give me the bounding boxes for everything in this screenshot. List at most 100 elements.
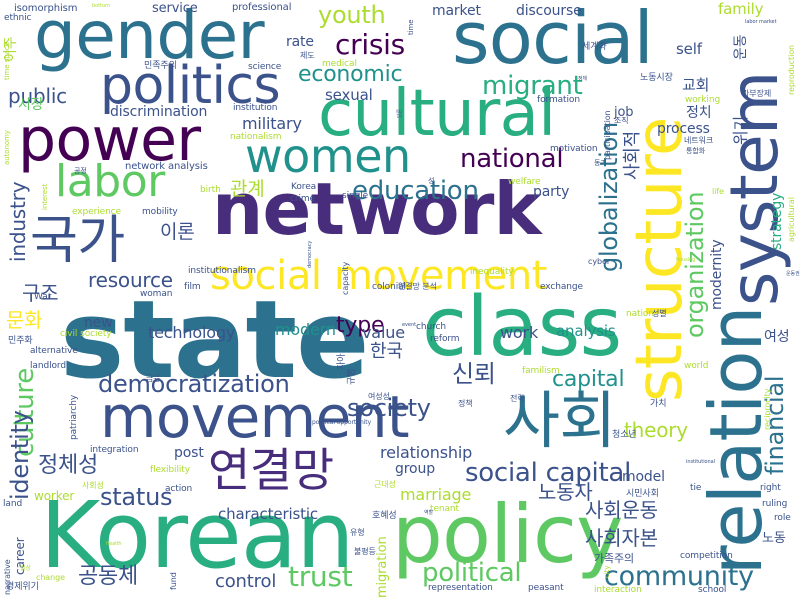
word: Korean xyxy=(40,482,355,589)
word: crime xyxy=(290,194,316,204)
word: institutionalism xyxy=(188,266,256,276)
word: ethnic xyxy=(4,13,32,23)
word: labor market xyxy=(745,19,777,25)
word: 운동 xyxy=(733,34,749,60)
word: status xyxy=(100,483,173,511)
word: 사회운동 xyxy=(585,498,658,522)
word: job xyxy=(614,105,634,120)
word: trust xyxy=(288,560,353,593)
word: cultural xyxy=(318,77,556,151)
word: 정치 xyxy=(686,105,712,121)
word: alternative xyxy=(30,346,78,356)
word: school xyxy=(698,585,727,595)
word: group xyxy=(395,461,435,477)
word: exchange xyxy=(540,282,583,292)
word: 통합화 xyxy=(686,147,706,155)
word: migrant xyxy=(482,71,583,101)
word: woman xyxy=(140,289,173,299)
word: market xyxy=(432,3,481,19)
word: 노동자 xyxy=(538,480,593,504)
word: political opportunity xyxy=(312,419,372,426)
word: 시장 xyxy=(18,97,44,113)
word: reproduction xyxy=(787,44,796,95)
word: youth xyxy=(318,1,386,29)
word: 국가 xyxy=(30,211,125,271)
word: civil society xyxy=(60,329,112,339)
word: competition xyxy=(680,551,733,561)
word: interaction xyxy=(594,585,642,595)
word: participation xyxy=(603,110,612,160)
word: theory xyxy=(624,418,688,442)
word: analysis xyxy=(556,322,616,340)
word: landlord xyxy=(30,361,66,371)
word: 규범 xyxy=(347,368,357,385)
word: Korea xyxy=(291,182,317,192)
word: marriage xyxy=(400,485,472,504)
word: reciprocity xyxy=(763,388,772,430)
word: gender xyxy=(34,0,265,74)
word: 전략 xyxy=(510,394,525,403)
word: worker xyxy=(34,489,75,503)
word: church xyxy=(416,322,446,332)
word: movement xyxy=(100,383,410,451)
word: family xyxy=(718,0,764,18)
word: city xyxy=(603,565,611,578)
word: party xyxy=(533,184,570,200)
word: role xyxy=(774,513,791,523)
word: ruling xyxy=(762,499,788,509)
word: 시민사회 xyxy=(626,489,659,499)
word: capital xyxy=(552,367,625,392)
word: 경제위기 xyxy=(6,582,39,592)
word: policy xyxy=(392,488,624,581)
word: 유형 xyxy=(350,528,365,537)
word: 정체성 xyxy=(38,453,99,478)
word: film xyxy=(184,282,201,292)
word: 동기 xyxy=(594,159,607,167)
word: post xyxy=(174,445,204,461)
word: 금융 xyxy=(146,374,161,383)
word: 사회 xyxy=(503,384,616,457)
word: action xyxy=(165,484,193,494)
word: right xyxy=(760,483,781,493)
word: colonial xyxy=(372,282,406,292)
word: 사회자본 xyxy=(585,526,658,550)
word: sexual xyxy=(325,86,373,104)
word: health xyxy=(106,541,122,547)
word: service xyxy=(152,1,198,16)
word: social xyxy=(452,0,654,80)
word: system xyxy=(716,71,793,306)
word: inequality xyxy=(470,267,514,277)
word: welfare xyxy=(508,177,541,187)
word: social movement xyxy=(210,253,548,299)
word: discourse xyxy=(516,3,582,19)
word: 가치 xyxy=(650,399,667,409)
word: 여성 xyxy=(764,329,790,345)
word: birth xyxy=(200,185,221,195)
word: isomorphism xyxy=(14,3,78,14)
word: state xyxy=(60,278,369,403)
word: event xyxy=(402,322,416,328)
word: professional xyxy=(232,2,292,13)
word: mobility xyxy=(142,207,178,217)
word: nationalism xyxy=(230,132,282,142)
word: 성별 xyxy=(652,309,667,318)
word: industry xyxy=(6,181,30,262)
word: democracy xyxy=(307,240,313,268)
word: power xyxy=(18,105,201,175)
word: tenant xyxy=(430,504,459,514)
word: network xyxy=(212,167,542,251)
word: 가부장제 xyxy=(742,89,772,98)
word: interest xyxy=(41,183,49,210)
word: 불평등 xyxy=(354,547,376,556)
word: nation xyxy=(626,309,654,319)
word: identity xyxy=(6,410,34,500)
word: 근대성 xyxy=(374,480,396,489)
word: self xyxy=(676,40,702,58)
word: agricultural xyxy=(787,197,796,242)
word: fund xyxy=(169,572,178,590)
word: 자아 xyxy=(337,353,347,370)
word: network analysis xyxy=(125,161,208,172)
word: economic xyxy=(298,62,403,87)
word: 노동 xyxy=(762,531,786,546)
